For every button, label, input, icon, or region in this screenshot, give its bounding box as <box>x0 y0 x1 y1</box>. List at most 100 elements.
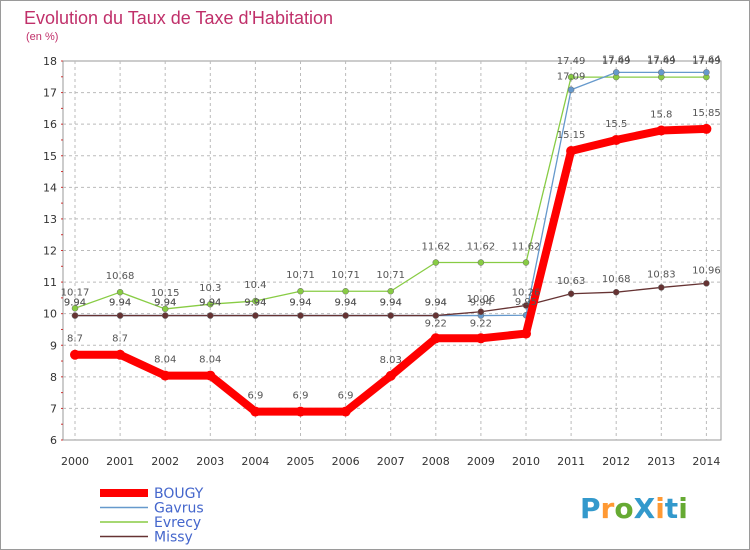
data-label-evrecy: 10.71 <box>376 270 405 281</box>
y-tick-label: 10 <box>43 308 57 321</box>
data-point-gavrus <box>567 86 575 93</box>
data-label-evrecy: 10.17 <box>61 287 90 298</box>
data-point-bougy <box>160 370 171 381</box>
y-tick-label: 15 <box>43 150 57 163</box>
data-label-missy: 9.94 <box>154 298 176 309</box>
data-label-gavrus: 9.94 <box>470 298 492 309</box>
data-point-evrecy <box>161 305 169 313</box>
data-point-bougy <box>611 134 622 145</box>
data-label-gavrus: 9.94 <box>244 298 266 309</box>
x-tick-label: 2012 <box>602 455 630 468</box>
data-label-bougy: 15.15 <box>557 130 586 141</box>
data-point-evrecy <box>432 259 440 266</box>
data-point-missy <box>612 288 620 296</box>
data-point-bougy <box>656 125 667 136</box>
data-point-bougy <box>566 146 577 157</box>
data-point-bougy <box>295 406 306 417</box>
data-label-bougy: 9.22 <box>470 318 492 329</box>
data-label-gavrus: 17.64 <box>602 54 631 65</box>
data-label-gavrus: 9.94 <box>334 298 356 309</box>
data-point-evrecy <box>387 287 394 295</box>
data-label-missy: 10.06 <box>467 294 496 305</box>
data-point-bougy <box>521 328 531 339</box>
data-point-missy <box>161 312 169 319</box>
x-tick-label: 2002 <box>151 455 179 468</box>
proxiti-logo-text: ProXiti <box>580 492 688 525</box>
data-point-missy <box>477 308 485 316</box>
data-label-evrecy: 17.49 <box>692 56 721 67</box>
data-point-missy <box>116 312 124 319</box>
legend-label-evrecy: Evrecy <box>154 515 201 531</box>
y-tick-label: 11 <box>43 276 57 289</box>
y-tick-label: 14 <box>43 181 57 194</box>
data-point-bougy <box>115 349 126 360</box>
data-label-bougy: 8.7 <box>112 334 128 345</box>
data-label-evrecy: 17.49 <box>647 56 676 67</box>
y-tick-label: 6 <box>50 434 57 447</box>
data-label-bougy: 6.9 <box>293 391 309 402</box>
data-label-gavrus: 9.94 <box>425 298 447 309</box>
logo-letter: t <box>665 492 678 525</box>
data-point-gavrus <box>658 69 665 76</box>
data-point-missy <box>71 312 79 319</box>
data-label-missy: 9.94 <box>334 298 356 309</box>
data-label-gavrus: 9.94 <box>380 298 402 309</box>
x-tick-label: 2009 <box>467 455 495 468</box>
data-point-bougy <box>340 406 351 417</box>
logo-letter: P <box>580 492 601 525</box>
data-label-evrecy: 10.68 <box>106 271 135 282</box>
y-tick-label: 18 <box>43 55 57 68</box>
data-point-bougy <box>70 349 80 360</box>
data-point-bougy <box>475 333 486 344</box>
x-tick-label: 2007 <box>377 455 405 468</box>
x-tick-label: 2005 <box>287 455 315 468</box>
data-label-gavrus: 9.94 <box>64 298 86 309</box>
data-label-evrecy: 10.71 <box>331 270 360 281</box>
data-point-gavrus <box>703 69 710 76</box>
x-tick-label: 2014 <box>692 455 720 468</box>
data-label-evrecy: 10.71 <box>286 270 315 281</box>
data-point-evrecy <box>522 259 530 266</box>
series-layer <box>70 69 712 417</box>
y-tick-label: 9 <box>50 339 57 352</box>
data-point-gavrus <box>612 69 620 76</box>
grid-layer <box>62 60 722 441</box>
y-tick-label: 16 <box>43 118 57 131</box>
data-label-evrecy: 17.49 <box>602 56 631 67</box>
data-label-bougy: 8.7 <box>67 334 83 345</box>
chart-subtitle: (en %) <box>26 31 58 43</box>
data-point-missy <box>342 312 349 319</box>
logo-letter: o <box>614 492 633 525</box>
data-point-bougy <box>430 333 441 344</box>
data-point-missy <box>432 312 440 319</box>
x-tick-label: 2011 <box>557 455 585 468</box>
data-point-bougy <box>385 370 396 381</box>
legend-label-bougy: BOUGY <box>154 486 204 502</box>
data-label-layer: 10.17 10.68 10.15 10.3 10.4 10.71 10.71 10.71 11… <box>61 54 721 401</box>
data-label-missy: 9.94 <box>199 298 221 309</box>
x-tick-label: 2006 <box>332 455 360 468</box>
axis-layer: 6 7 8 9 10 11 12 13 14 15 16 17 18 2000 2001 2002 2003 20… <box>43 55 720 468</box>
data-label-evrecy: 17.49 <box>557 56 586 67</box>
data-label-missy: 10.96 <box>692 265 721 276</box>
data-point-missy <box>297 312 304 319</box>
data-label-evrecy: 10.15 <box>151 288 180 299</box>
data-point-missy <box>207 312 214 319</box>
x-tick-label: 2001 <box>106 455 134 468</box>
data-point-evrecy <box>207 300 214 308</box>
data-label-gavrus: 9.94 <box>199 298 221 309</box>
logo-letter: r <box>601 492 615 525</box>
data-label-bougy: 8.04 <box>154 355 176 366</box>
y-tick-label: 13 <box>43 213 57 226</box>
data-point-evrecy <box>297 287 304 295</box>
data-point-missy <box>387 312 394 319</box>
data-point-missy <box>567 290 575 298</box>
x-tick-label: 2004 <box>241 455 269 468</box>
data-point-evrecy <box>342 287 349 295</box>
y-tick-label: 12 <box>43 245 57 258</box>
data-point-evrecy <box>71 305 79 312</box>
proxiti-logo: ProXiti <box>580 492 688 525</box>
data-point-missy <box>703 280 710 287</box>
